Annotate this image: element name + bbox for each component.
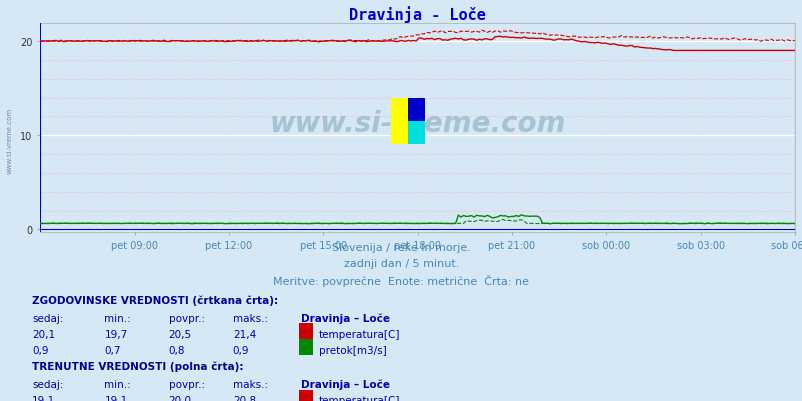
Text: min.:: min.: (104, 313, 131, 323)
Text: 20,1: 20,1 (32, 329, 55, 339)
Text: sedaj:: sedaj: (32, 313, 63, 323)
Text: temperatura[C]: temperatura[C] (318, 395, 399, 401)
Text: zadnji dan / 5 minut.: zadnji dan / 5 minut. (343, 259, 459, 269)
Text: TRENUTNE VREDNOSTI (polna črta):: TRENUTNE VREDNOSTI (polna črta): (32, 361, 243, 371)
Bar (407, 122, 424, 145)
Text: 0,8: 0,8 (168, 345, 185, 355)
Text: povpr.:: povpr.: (168, 379, 205, 389)
Text: temperatura[C]: temperatura[C] (318, 329, 399, 339)
Text: Dravinja – Loče: Dravinja – Loče (301, 379, 390, 389)
Text: pretok[m3/s]: pretok[m3/s] (318, 345, 386, 355)
Text: www.si-vreme.com: www.si-vreme.com (6, 107, 13, 173)
Text: 19,7: 19,7 (104, 329, 128, 339)
Text: ZGODOVINSKE VREDNOSTI (črtkana črta):: ZGODOVINSKE VREDNOSTI (črtkana črta): (32, 295, 278, 305)
Text: Slovenija / reke in morje.: Slovenija / reke in morje. (332, 243, 470, 253)
Title: Dravinja - Loče: Dravinja - Loče (349, 6, 485, 23)
Text: 0,9: 0,9 (233, 345, 249, 355)
Text: min.:: min.: (104, 379, 131, 389)
Text: maks.:: maks.: (233, 313, 268, 323)
Text: sedaj:: sedaj: (32, 379, 63, 389)
Text: 21,4: 21,4 (233, 329, 256, 339)
Bar (391, 99, 407, 145)
Text: 20,5: 20,5 (168, 329, 192, 339)
Text: maks.:: maks.: (233, 379, 268, 389)
Text: 19,1: 19,1 (32, 395, 55, 401)
Text: 0,9: 0,9 (32, 345, 49, 355)
Text: povpr.:: povpr.: (168, 313, 205, 323)
Text: 19,1: 19,1 (104, 395, 128, 401)
Text: 20,0: 20,0 (168, 395, 192, 401)
Text: 20,8: 20,8 (233, 395, 256, 401)
Bar (407, 99, 424, 122)
Text: Dravinja – Loče: Dravinja – Loče (301, 313, 390, 323)
Text: Meritve: povprečne  Enote: metrične  Črta: ne: Meritve: povprečne Enote: metrične Črta:… (273, 275, 529, 287)
Text: www.si-vreme.com: www.si-vreme.com (269, 110, 565, 138)
Text: 0,7: 0,7 (104, 345, 121, 355)
